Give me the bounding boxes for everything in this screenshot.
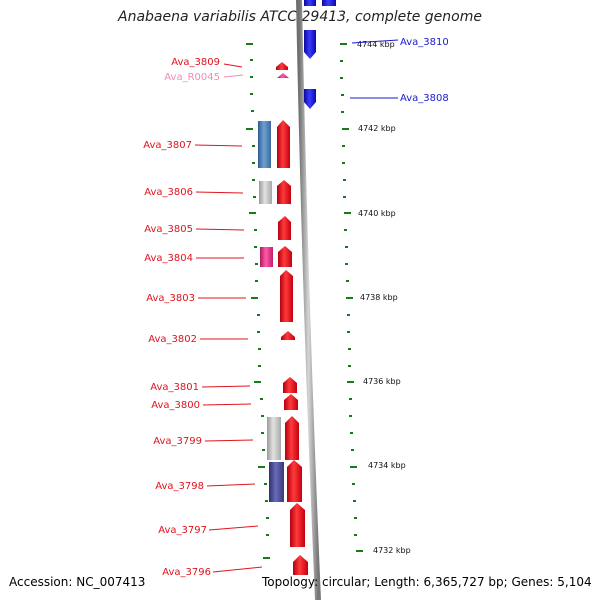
gene-label-ava-3798[interactable]: Ava_3798 (155, 481, 204, 492)
left-gene-labels: Ava_3809 Ava_R0045 Ava_3807 Ava_3806 Ava… (143, 57, 220, 578)
scale-label: 4734 kbp (368, 461, 406, 470)
genome-backbone (296, 0, 321, 600)
gene-label-ava-3804[interactable]: Ava_3804 (144, 253, 193, 264)
topology-label: Topology: circular; Length: 6,365,727 bp… (262, 575, 592, 589)
gene-feature-ava-3810a[interactable] (304, 0, 316, 6)
scale-label: 4738 kbp (360, 293, 398, 302)
gene-label-ava-3806[interactable]: Ava_3806 (144, 187, 193, 198)
gene-feature-ava-3798-paralog[interactable] (269, 462, 284, 502)
gene-label-ava-3800[interactable]: Ava_3800 (151, 400, 200, 411)
gene-label-ava-3805[interactable]: Ava_3805 (144, 224, 193, 235)
gene-feature-ava-r0045[interactable] (277, 73, 289, 78)
gene-feature-ava-3804[interactable] (278, 246, 292, 267)
gene-label-ava-3797[interactable]: Ava_3797 (158, 525, 207, 536)
scale-label: 4736 kbp (363, 377, 401, 386)
gene-label-ava-3799[interactable]: Ava_3799 (153, 436, 202, 447)
gene-label-ava-3801[interactable]: Ava_3801 (150, 382, 199, 393)
forward-genes (258, 62, 308, 575)
gene-feature-ava-3806-paralog[interactable] (259, 181, 272, 204)
gene-label-ava-r0045[interactable]: Ava_R0045 (164, 72, 220, 83)
gene-feature-ava-3806[interactable] (277, 180, 291, 204)
right-gene-labels: Ava_3810 Ava_3808 (400, 37, 449, 104)
gene-feature-ava-3810[interactable] (304, 30, 316, 59)
gene-feature-ava-3796[interactable] (293, 555, 308, 575)
scale-labels: 4744 kbp 4742 kbp 4740 kbp 4738 kbp 4736… (357, 40, 411, 555)
gene-feature-ava-3808[interactable] (304, 89, 316, 109)
inner-scale-ticks (246, 43, 270, 559)
gene-feature-ava-3797[interactable] (290, 503, 305, 547)
scale-label: 4732 kbp (373, 546, 411, 555)
outer-scale-ticks (340, 43, 363, 552)
gene-feature-ava-3799[interactable] (285, 416, 299, 460)
gene-feature-ava-3805[interactable] (278, 216, 291, 240)
gene-label-ava-3807[interactable]: Ava_3807 (143, 140, 192, 151)
gene-label-ava-3810[interactable]: Ava_3810 (400, 37, 449, 48)
gene-feature-ava-3804-rna[interactable] (260, 247, 273, 267)
gene-feature-ava-3798[interactable] (287, 460, 302, 502)
gene-feature-ava-3801[interactable] (283, 377, 297, 393)
gene-label-ava-3809[interactable]: Ava_3809 (171, 57, 220, 68)
gene-feature-ava-3802[interactable] (281, 331, 295, 340)
gene-feature-ava-3803[interactable] (280, 270, 293, 322)
gene-feature-ava-3800[interactable] (284, 394, 298, 410)
gene-feature-ava-3807[interactable] (277, 120, 290, 168)
scale-label: 4744 kbp (357, 40, 395, 49)
gene-feature-ava-3809[interactable] (276, 62, 288, 70)
gene-label-ava-3803[interactable]: Ava_3803 (146, 293, 195, 304)
reverse-genes (304, 0, 336, 109)
accession-label: Accession: NC_007413 (9, 575, 146, 589)
gene-feature-ava-3799-paralog[interactable] (267, 417, 281, 460)
gene-feature-ava-3810b[interactable] (322, 0, 336, 6)
gene-feature-ava-3807-paralog[interactable] (258, 121, 271, 168)
gene-label-ava-3796[interactable]: Ava_3796 (162, 567, 211, 578)
gene-label-ava-3808[interactable]: Ava_3808 (400, 93, 449, 104)
gene-label-ava-3802[interactable]: Ava_3802 (148, 334, 197, 345)
right-leader-lines (350, 39, 399, 99)
scale-label: 4740 kbp (358, 209, 396, 218)
scale-label: 4742 kbp (358, 124, 396, 133)
left-leader-lines (194, 63, 263, 573)
